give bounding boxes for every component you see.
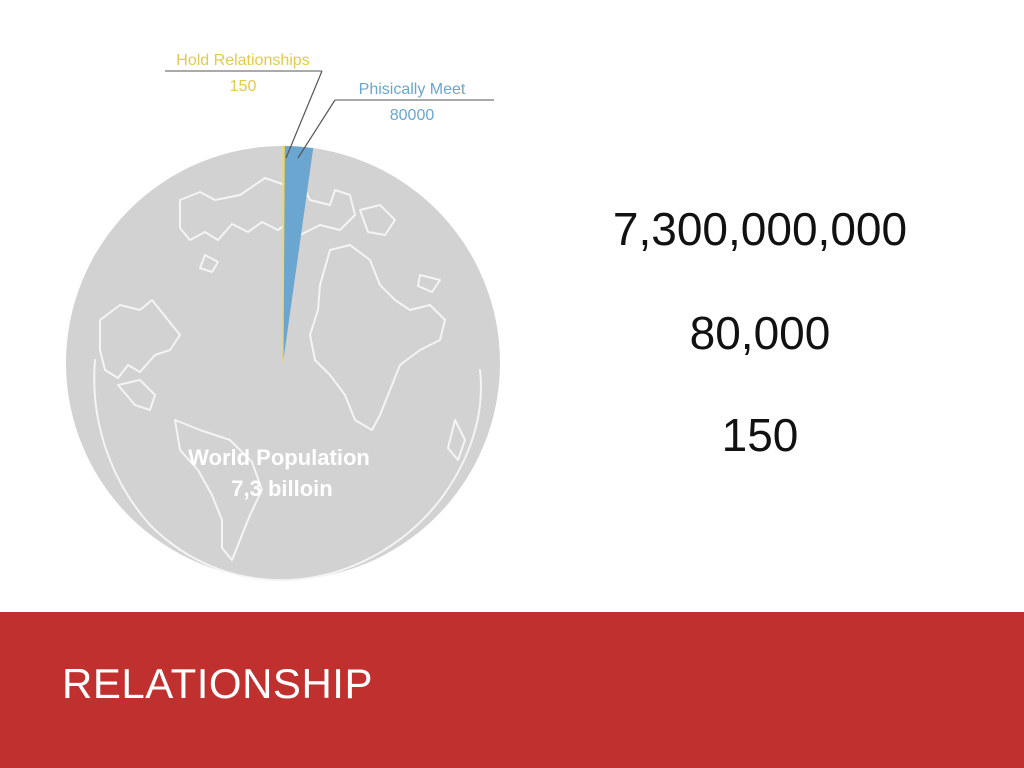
- center-label-line2: 7,3 billoin: [231, 476, 332, 501]
- world-population-number: 7,300,000,000: [612, 203, 908, 255]
- hold-relationships-slice: [282, 145, 285, 364]
- hold-relationships-leader: [285, 70, 323, 159]
- hold-relationships-value-label: 150: [230, 78, 257, 95]
- phisically-meet-number: 80,000: [689, 307, 831, 359]
- population-pie-chart: Hold Relationships 150 Phisically Meet 8…: [66, 52, 500, 582]
- phisically-meet-name-label: Phisically Meet: [359, 81, 466, 98]
- phisically-meet-value-label: 80000: [390, 107, 435, 124]
- footer-bar: RELATIONSHIP: [0, 612, 1024, 768]
- hold-relationships-number: 150: [721, 409, 799, 461]
- slices-layer: [282, 145, 314, 364]
- hold-relationships-name-label: Hold Relationships: [176, 52, 309, 69]
- footer-title: RELATIONSHIP: [62, 660, 373, 707]
- center-label-line1: World Population: [188, 445, 370, 470]
- phisically-meet-slice: [283, 146, 314, 363]
- phisically-meet-leader: [297, 99, 336, 159]
- globe-outline: [93, 177, 482, 582]
